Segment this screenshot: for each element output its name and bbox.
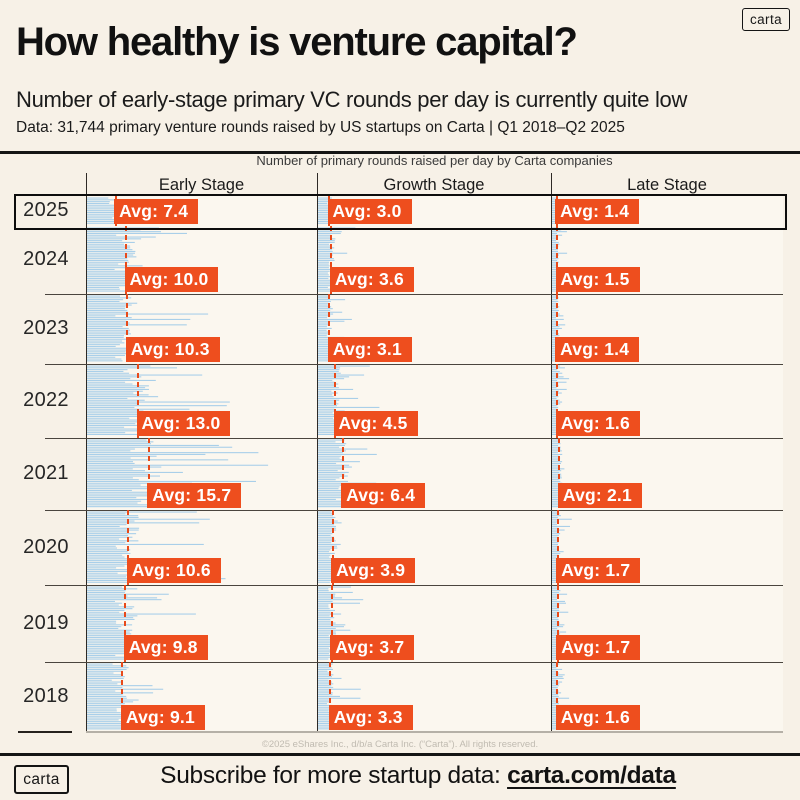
avg-marker-line-2018-1 [121, 662, 124, 732]
avg-label-2020-1: Avg: 10.6 [126, 558, 221, 583]
avg-marker-line-2019-2 [330, 585, 333, 662]
year-label-2018: 2018 [23, 685, 69, 707]
avg-marker-line-2023-2 [328, 294, 331, 364]
avg-marker-line-2023-1 [126, 294, 129, 364]
top-divider [0, 151, 800, 154]
avg-marker-line-2020-2 [331, 510, 334, 585]
avg-label-2024-3: Avg: 1.5 [555, 267, 640, 292]
year-separator-line [45, 364, 783, 365]
avg-label-2025-2: Avg: 3.0 [327, 199, 412, 224]
avg-label-2022-2: Avg: 4.5 [333, 411, 418, 436]
avg-marker-line-2019-1 [124, 585, 127, 662]
daily-bars-2024-early-stage [87, 227, 187, 292]
column-header-early-stage: Early Stage [158, 176, 245, 194]
stage-axis-line-growth [317, 173, 318, 732]
avg-marker-line-2021-3 [558, 438, 561, 510]
avg-label-2020-3: Avg: 1.7 [556, 558, 641, 583]
avg-label-2018-2: Avg: 3.3 [328, 705, 413, 730]
avg-marker-line-2022-3 [556, 364, 559, 438]
avg-label-2018-1: Avg: 9.1 [120, 705, 205, 730]
avg-label-2018-3: Avg: 1.6 [555, 705, 640, 730]
year-separator-line [45, 294, 783, 295]
daily-bars-2025-early-stage [87, 197, 127, 224]
avg-label-2020-2: Avg: 3.9 [331, 558, 416, 583]
avg-label-2019-3: Avg: 1.7 [556, 635, 641, 660]
year-label-2024: 2024 [23, 248, 69, 270]
chart-title: Number of primary rounds raised per day … [256, 153, 613, 168]
stage-axis-line-late [551, 173, 552, 732]
avg-label-2021-1: Avg: 15.7 [147, 483, 242, 508]
daily-bars-2020-growth-stage [318, 511, 354, 583]
page-title: How healthy is venture capital? [16, 20, 578, 64]
column-header-late-stage: Late Stage [627, 176, 707, 194]
avg-label-2024-1: Avg: 10.0 [124, 267, 219, 292]
subscribe-banner: Subscribe for more startup data: carta.c… [60, 762, 776, 790]
avg-marker-line-2021-2 [341, 438, 344, 510]
subscribe-text: Subscribe for more startup data: [160, 762, 508, 789]
year-separator-line [45, 510, 783, 511]
avg-marker-line-2018-3 [556, 662, 559, 732]
avg-label-2021-3: Avg: 2.1 [557, 483, 642, 508]
avg-marker-line-2018-2 [329, 662, 332, 732]
carta-logo-footer: carta [14, 765, 69, 794]
stage-axis-line-early [86, 173, 87, 732]
data-source-note: Data: 31,744 primary venture rounds rais… [16, 119, 625, 136]
avg-marker-line-2020-3 [556, 510, 559, 585]
avg-marker-line-2024-3 [556, 226, 558, 294]
avg-label-2023-3: Avg: 1.4 [555, 337, 640, 362]
avg-label-2024-2: Avg: 3.6 [329, 267, 414, 292]
year-column-baseline [18, 731, 72, 733]
avg-label-2023-2: Avg: 3.1 [327, 337, 412, 362]
avg-marker-line-2023-3 [555, 294, 558, 364]
avg-marker-line-2022-2 [334, 364, 336, 438]
avg-marker-line-2024-1 [125, 226, 127, 294]
avg-marker-line-2022-1 [137, 364, 139, 438]
daily-bars-2022-early-stage [87, 365, 230, 435]
avg-label-2025-1: Avg: 7.4 [114, 199, 199, 224]
highlight-2025-outline [14, 194, 787, 230]
avg-marker-line-2021-1 [147, 438, 150, 510]
avg-marker-line-2019-3 [556, 585, 559, 662]
year-label-2022: 2022 [23, 389, 69, 411]
avg-label-2025-3: Avg: 1.4 [555, 199, 640, 224]
carta-logo: carta [742, 8, 790, 31]
avg-label-2022-3: Avg: 1.6 [555, 411, 640, 436]
year-separator-line [45, 662, 783, 663]
avg-label-2019-1: Avg: 9.8 [123, 635, 208, 660]
year-separator-line [45, 438, 783, 439]
year-separator-line [45, 585, 783, 586]
avg-label-2023-1: Avg: 10.3 [125, 337, 220, 362]
avg-marker-line-2020-1 [127, 510, 130, 585]
avg-marker-line-2024-2 [330, 226, 333, 294]
year-label-2019: 2019 [23, 611, 69, 634]
year-label-2021: 2021 [23, 462, 69, 484]
page-subtitle: Number of early-stage primary VC rounds … [16, 87, 688, 112]
year-label-2025: 2025 [23, 199, 69, 221]
avg-label-2021-2: Avg: 6.4 [341, 483, 426, 508]
year-label-2020: 2020 [23, 535, 69, 558]
avg-label-2022-1: Avg: 13.0 [136, 411, 231, 436]
chart-baseline [86, 731, 783, 733]
daily-bars-2019-growth-stage [318, 586, 364, 660]
column-header-growth-stage: Growth Stage [383, 176, 485, 194]
copyright-note: ©2025 eShares Inc., d/b/a Carta Inc. (“C… [261, 739, 539, 750]
footer-divider [0, 753, 800, 756]
avg-label-2019-2: Avg: 3.7 [330, 635, 415, 660]
subscribe-link[interactable]: carta.com/data [507, 762, 676, 789]
year-label-2023: 2023 [23, 317, 69, 339]
